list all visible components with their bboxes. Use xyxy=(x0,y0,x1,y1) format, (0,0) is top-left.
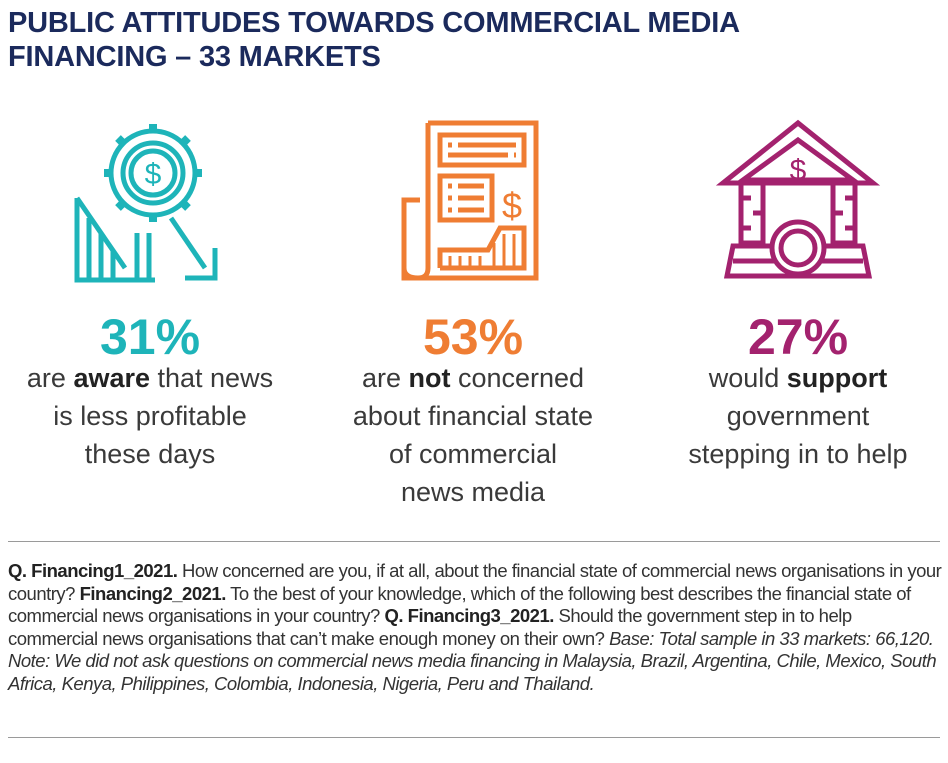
divider xyxy=(8,541,940,542)
svg-text:$: $ xyxy=(145,158,162,191)
survey-notes: Q. Financing1_2021. How concerned are yo… xyxy=(8,560,942,694)
stat-value: 31% xyxy=(99,309,201,365)
page-title: PUBLIC ATTITUDES TOWARDS COMMERCIAL MEDI… xyxy=(8,7,740,73)
stat-value: 27% xyxy=(747,309,849,365)
svg-text:$: $ xyxy=(502,185,522,226)
stat-value: 53% xyxy=(422,309,524,365)
stat-aware: $ 31% are aware that news is less profit… xyxy=(0,118,300,473)
stat-description: are aware that news is less profitable t… xyxy=(26,363,274,469)
newspaper-dollar-chart-icon: $ xyxy=(401,120,539,281)
stat-description: are not concerned about financial state … xyxy=(352,363,594,507)
stat-not-concerned: $ 53% are not concerned about financial … xyxy=(323,118,623,511)
bank-dollar-coin-icon: $ xyxy=(715,119,881,279)
stat-description: would support government stepping in to … xyxy=(688,363,908,469)
svg-text:$: $ xyxy=(790,154,807,187)
stat-support: $ 27% would support government stepping … xyxy=(648,118,948,473)
divider xyxy=(8,737,940,738)
gear-dollar-decline-icon: $ xyxy=(74,124,218,283)
